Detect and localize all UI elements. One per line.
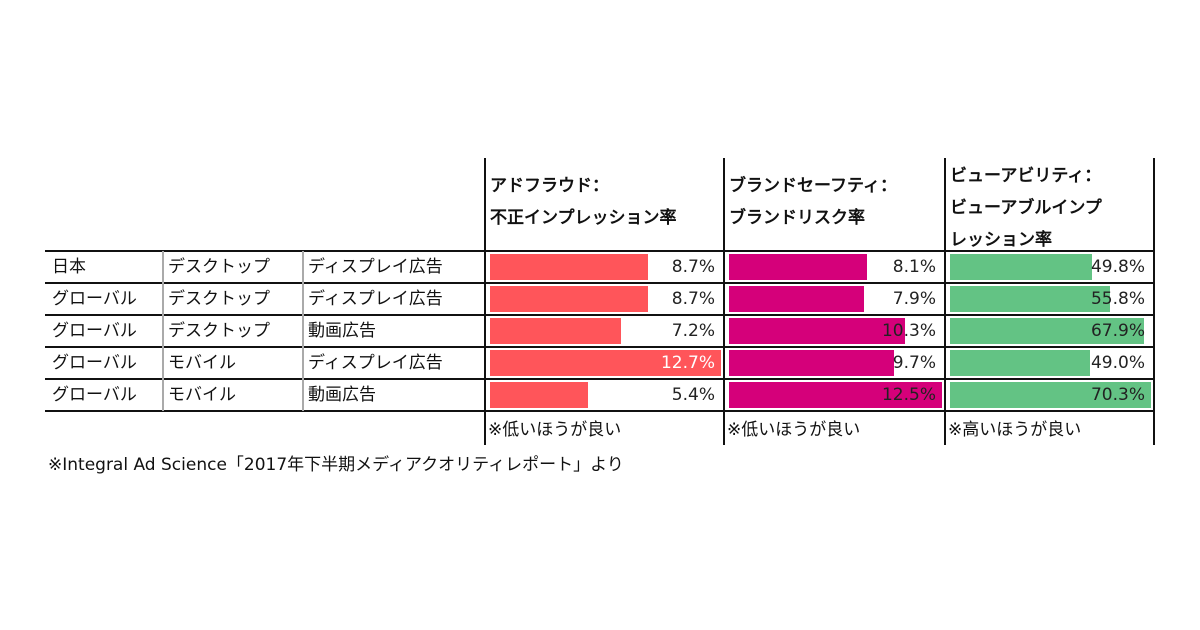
data-bar (729, 318, 905, 344)
data-bar (950, 254, 1093, 280)
region-cell: グローバル (52, 321, 137, 341)
value-label: 70.3% (1090, 385, 1145, 405)
data-bar (490, 382, 589, 408)
format-cell: 動画広告 (308, 385, 376, 405)
value-label: 9.7% (892, 353, 936, 373)
data-bar (490, 286, 649, 312)
data-bar (729, 382, 942, 408)
value-label: 8.7% (671, 289, 715, 309)
data-bar-cell: 9.7% (725, 347, 940, 379)
value-label: 12.7% (660, 353, 715, 373)
data-bar-cell: 70.3% (946, 379, 1151, 411)
region-cell: グローバル (52, 385, 137, 405)
source-note: ※Integral Ad Science「2017年下半期メディアクオリティレポ… (48, 455, 624, 475)
data-bar-cell: 49.8% (946, 251, 1149, 283)
data-bar-cell: 7.9% (725, 283, 940, 315)
column-note: ※高いほうが良い (948, 420, 1082, 440)
value-label: 5.4% (671, 385, 715, 405)
cell-divider (162, 251, 164, 411)
data-bar-cell: 12.5% (725, 379, 942, 411)
data-bar-cell: 7.2% (486, 315, 719, 347)
value-label: 49.0% (1090, 353, 1145, 373)
column-header: ブランドセーフティ： ブランドリスク率 (729, 176, 897, 228)
column-divider (723, 158, 725, 445)
data-bar (729, 286, 864, 312)
format-cell: 動画広告 (308, 321, 376, 341)
data-bar (950, 286, 1110, 312)
data-bar (490, 318, 621, 344)
data-bar-cell: 8.7% (486, 283, 719, 315)
value-label: 7.2% (671, 321, 715, 341)
data-bar-cell: 10.3% (725, 315, 940, 347)
value-label: 12.5% (881, 385, 936, 405)
data-bar-cell: 8.1% (725, 251, 940, 283)
region-cell: 日本 (52, 257, 86, 277)
column-note: ※低いほうが良い (488, 420, 622, 440)
row-divider (45, 410, 1153, 412)
data-bar-cell: 55.8% (946, 283, 1149, 315)
region-cell: グローバル (52, 289, 137, 309)
data-bar-cell: 12.7% (486, 347, 721, 379)
data-bar (490, 350, 721, 376)
row-divider (45, 282, 1153, 284)
data-bar-cell: 8.7% (486, 251, 719, 283)
device-cell: デスクトップ (168, 289, 270, 309)
column-divider (944, 158, 946, 445)
data-bar (729, 350, 895, 376)
row-divider (45, 378, 1153, 380)
row-divider (45, 314, 1153, 316)
format-cell: ディスプレイ広告 (308, 289, 443, 309)
format-cell: ディスプレイ広告 (308, 257, 443, 277)
value-label: 67.9% (1090, 321, 1145, 341)
data-bar (950, 382, 1151, 408)
column-header: ビューアビリティ： ビューアブルインプ レッション率 (950, 166, 1102, 250)
column-header: アドフラウド： 不正インプレッション率 (490, 176, 677, 228)
data-bar (950, 318, 1145, 344)
device-cell: デスクトップ (168, 257, 270, 277)
device-cell: デスクトップ (168, 321, 270, 341)
data-bar-cell: 49.0% (946, 347, 1149, 379)
device-cell: モバイル (168, 353, 236, 373)
data-bar (950, 350, 1091, 376)
data-bar (729, 254, 868, 280)
region-cell: グローバル (52, 353, 137, 373)
data-bar-cell: 67.9% (946, 315, 1149, 347)
value-label: 8.7% (671, 257, 715, 277)
value-label: 49.8% (1090, 257, 1145, 277)
column-divider (1153, 158, 1155, 445)
row-divider (45, 250, 1153, 252)
row-divider (45, 346, 1153, 348)
column-note: ※低いほうが良い (727, 420, 861, 440)
cell-divider (302, 251, 304, 411)
column-divider (484, 158, 486, 445)
format-cell: ディスプレイ広告 (308, 353, 443, 373)
data-bar (490, 254, 649, 280)
value-label: 8.1% (892, 257, 936, 277)
value-label: 7.9% (892, 289, 936, 309)
device-cell: モバイル (168, 385, 236, 405)
value-label: 10.3% (881, 321, 936, 341)
value-label: 55.8% (1090, 289, 1145, 309)
data-bar-cell: 5.4% (486, 379, 719, 411)
